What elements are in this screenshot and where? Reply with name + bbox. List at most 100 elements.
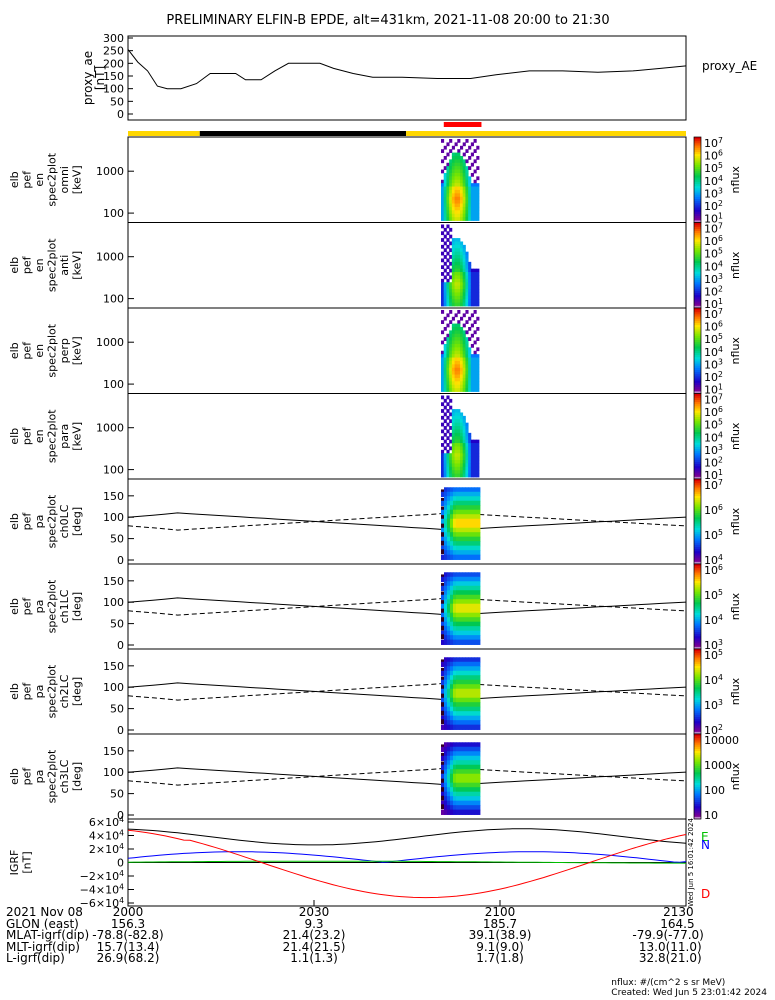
spectrum-cell <box>473 357 477 362</box>
colorbar-cell <box>694 201 701 204</box>
colorbar-cell <box>694 278 701 281</box>
pa-cell <box>471 572 475 578</box>
spectrum-cell <box>454 217 458 221</box>
ylabel-line: elb <box>8 768 21 785</box>
colorbar-cell <box>694 617 701 620</box>
spectrum-cell <box>446 213 450 218</box>
spectrum-cell <box>449 183 453 187</box>
pa-cell <box>462 599 466 605</box>
ylabel-line: pef <box>21 512 34 531</box>
colorbar-cell <box>694 384 701 388</box>
spectrum-cell <box>462 285 466 290</box>
colorbar-label: nflux <box>729 677 742 705</box>
spectrum-cell <box>446 470 450 475</box>
pa-cell <box>444 684 448 690</box>
pa-cell <box>447 755 451 762</box>
pa-cell <box>465 720 469 726</box>
spectrum-cell <box>468 203 472 208</box>
pa-cell <box>462 746 466 753</box>
orbit-info-row: MLAT-igrf(dip) -78.8(-82.8) 21.4(23.2) 39.1… <box>6 929 706 942</box>
spectrum-cell <box>462 206 466 211</box>
spectrum-cell <box>449 149 453 153</box>
spectrum-cell <box>460 186 464 191</box>
pa-cell <box>456 491 460 498</box>
pa-cell <box>465 491 469 498</box>
spectrum-cell <box>451 244 455 249</box>
spectrum-cell <box>451 145 455 150</box>
spectrum-cell <box>443 155 447 160</box>
spectrum-cell <box>443 302 447 307</box>
spectrum-cell <box>476 275 480 280</box>
spectrum-cell <box>443 377 447 382</box>
pa-cell <box>453 639 457 645</box>
spectrum-cell <box>476 316 480 321</box>
pa-cell <box>459 608 463 614</box>
pa-cell <box>459 612 463 619</box>
spectrum-cell <box>441 285 445 290</box>
spectrum-cell <box>451 316 455 321</box>
pa-cell <box>471 755 475 762</box>
spectrum-cell <box>454 466 458 471</box>
spectrum-cell <box>457 367 461 372</box>
spectrum-cell <box>441 360 445 365</box>
pa-cell <box>468 782 472 789</box>
spectrum-cell <box>462 446 466 451</box>
spectrum-cell <box>457 295 461 300</box>
colorbar-cell <box>694 312 701 315</box>
spectrum-cell <box>457 244 461 249</box>
pa-cell <box>462 617 466 623</box>
pa-cell <box>441 491 445 498</box>
colorbar-cell <box>694 361 701 365</box>
pa-cell <box>468 590 472 596</box>
pa-cell <box>468 675 472 681</box>
pa-cell <box>453 635 457 641</box>
ylabel-line: spec2plot <box>46 664 59 718</box>
spectrum-cell <box>454 367 458 372</box>
ylabel-line: elb <box>8 683 21 700</box>
pa-cell <box>444 500 448 507</box>
pa-cell <box>450 711 454 717</box>
spectrum-cell <box>443 248 447 253</box>
spectrum-cell <box>462 470 466 475</box>
spectrum-cell <box>457 155 461 160</box>
panel-frame <box>127 307 687 394</box>
pa-cell <box>456 603 460 610</box>
orbit-info-cell: L-igrf(dip) <box>6 951 65 965</box>
spectrum-cell <box>441 402 445 407</box>
pa-cell <box>453 581 457 587</box>
pa-cell <box>468 545 472 551</box>
spectrum-cell <box>454 155 458 160</box>
spectrum-cell <box>462 449 466 454</box>
pa-cell <box>465 746 469 753</box>
pa-cell <box>444 523 448 529</box>
spectrum-cell <box>446 238 450 242</box>
pa-cell <box>465 608 469 614</box>
pa-cell <box>462 800 466 806</box>
pa-cell <box>450 541 454 547</box>
pa-cell <box>453 585 457 592</box>
spectrum-cell <box>443 186 447 191</box>
spectrum-cell <box>465 282 469 287</box>
pa-cell <box>465 505 469 511</box>
colorbar-cell <box>694 295 701 298</box>
science-zone-bar <box>443 122 482 127</box>
colorbar-cell <box>694 350 701 354</box>
pa-cell <box>468 787 472 793</box>
pa-cell <box>462 670 466 677</box>
ytick-label: 150 <box>103 490 124 503</box>
pa-cell <box>471 585 475 592</box>
spectrum-cell <box>441 449 445 454</box>
pa-cell <box>465 742 469 748</box>
spectrum-cell <box>462 460 466 464</box>
colorbar-cell <box>694 470 701 474</box>
pa-cell <box>465 626 469 632</box>
pa-cell <box>456 706 460 712</box>
pa-cell <box>456 523 460 529</box>
colorbar-cell <box>694 325 701 328</box>
pa-cell <box>441 746 445 753</box>
pa-cell <box>462 514 466 520</box>
pa-cell <box>474 693 478 699</box>
pa-cell <box>465 688 469 695</box>
spectrum-cell <box>476 453 480 458</box>
colorbar-tick: 107 <box>704 136 723 150</box>
